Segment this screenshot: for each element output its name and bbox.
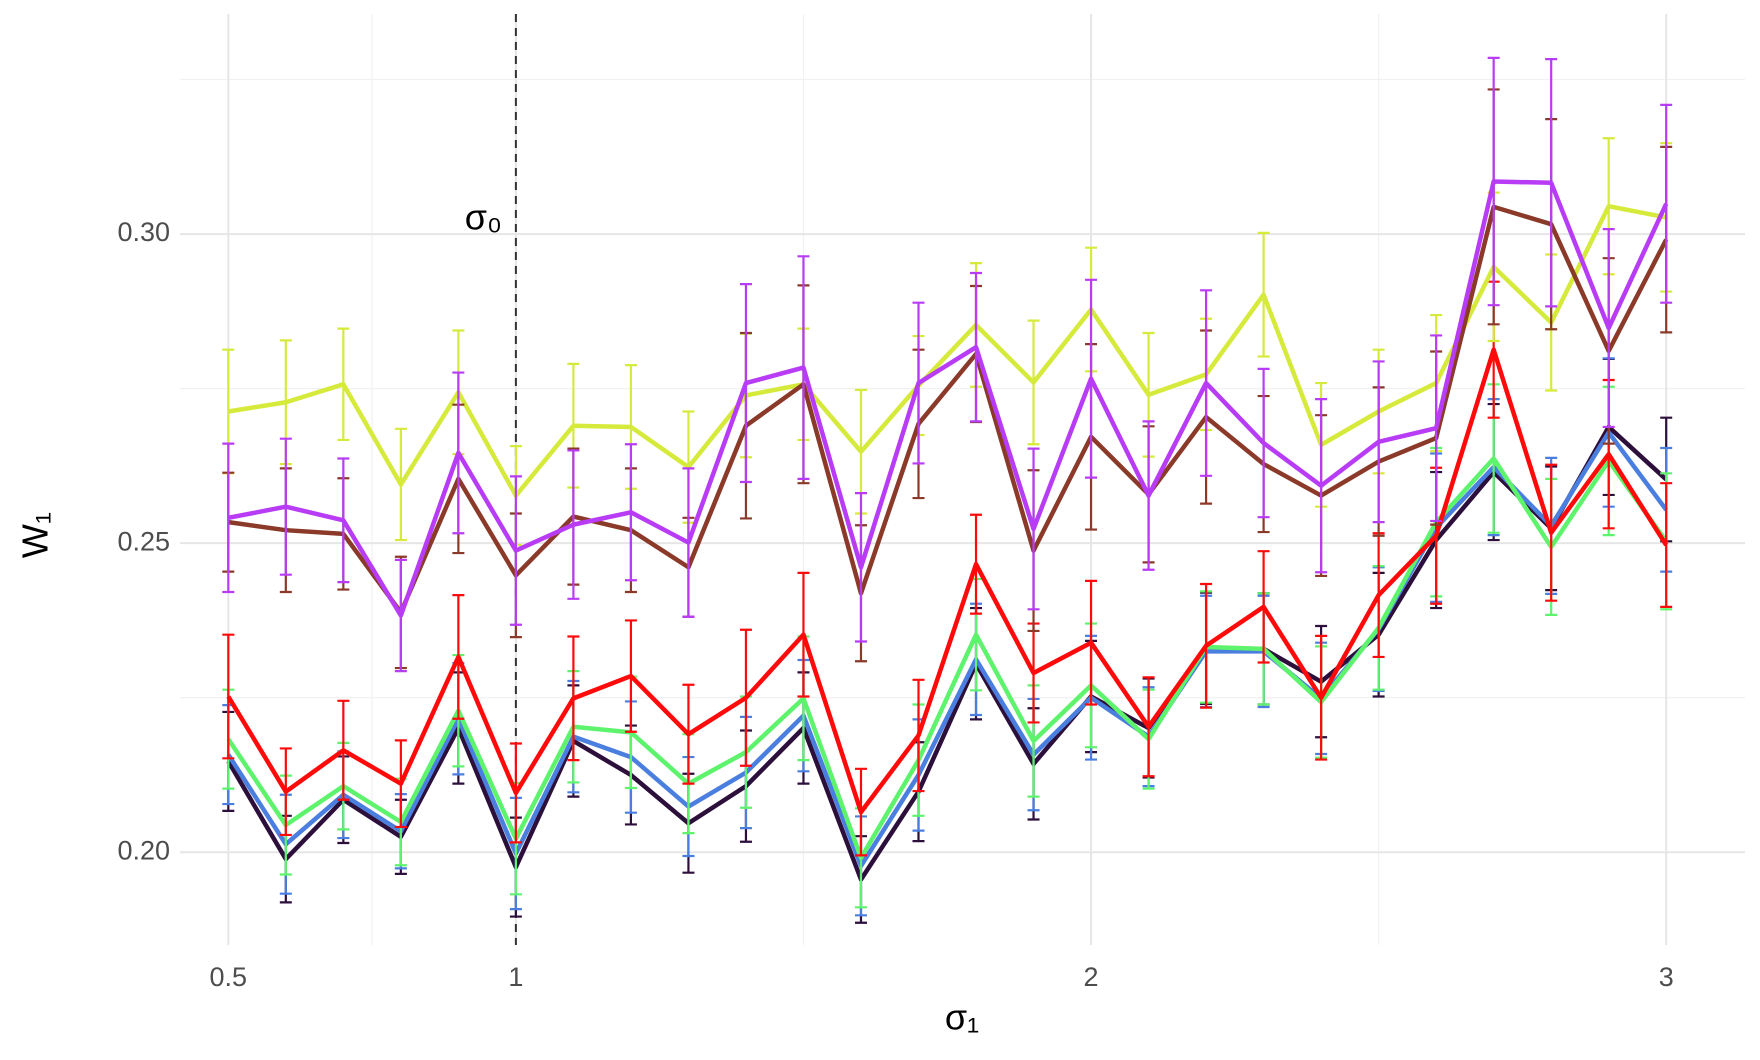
x-tick-label: 2 — [1084, 962, 1099, 992]
series-line — [226, 424, 1668, 882]
x-tick-label: 0.5 — [210, 962, 248, 992]
x-axis-title: σ₁ — [945, 997, 979, 1038]
x-tick-label: 1 — [508, 962, 523, 992]
annotation: σ₀ — [465, 197, 502, 238]
error-bar — [222, 442, 235, 594]
series-line — [226, 456, 1669, 861]
series-line — [227, 179, 1669, 618]
x-tick-label: 3 — [1659, 962, 1674, 992]
series-line — [226, 347, 1669, 815]
y-tick-label: 0.20 — [117, 835, 170, 865]
error-bar — [222, 633, 235, 760]
y-tick-label: 0.30 — [117, 217, 170, 247]
y-tick-label: 0.25 — [117, 526, 170, 556]
series-line — [227, 204, 1667, 498]
series-line — [228, 204, 1669, 615]
y-axis-title: W₁ — [15, 512, 56, 558]
